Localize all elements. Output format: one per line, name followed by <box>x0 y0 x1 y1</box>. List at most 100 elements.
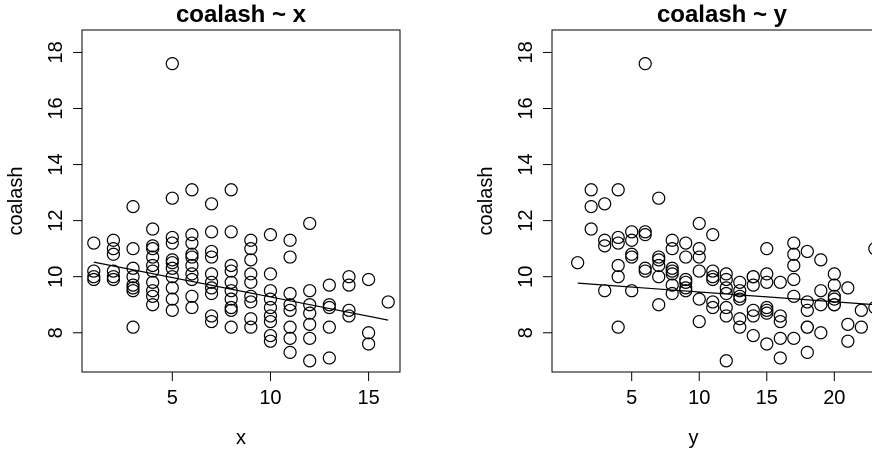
point <box>283 298 297 312</box>
point <box>827 267 841 281</box>
point <box>706 300 720 315</box>
point <box>584 183 598 197</box>
point <box>185 300 199 315</box>
y-tick-label: 12 <box>45 209 67 231</box>
point <box>611 183 625 197</box>
x-tick-label: 15 <box>357 387 379 409</box>
point <box>692 314 706 329</box>
point <box>638 264 652 278</box>
point <box>263 300 278 315</box>
point <box>800 303 814 317</box>
point <box>638 225 652 239</box>
point <box>204 281 219 295</box>
point <box>146 258 160 273</box>
point <box>611 230 625 245</box>
point <box>165 292 179 306</box>
fit-line <box>93 261 389 321</box>
point <box>787 272 801 287</box>
point <box>665 242 679 256</box>
point <box>106 272 121 287</box>
point <box>342 309 356 323</box>
point <box>263 314 278 329</box>
point <box>224 183 238 197</box>
y-axis-label: coalash <box>5 167 27 236</box>
point <box>165 261 179 275</box>
point <box>146 222 160 236</box>
point <box>303 298 317 312</box>
point <box>224 258 238 273</box>
y-tick-label: 18 <box>45 41 67 63</box>
point <box>706 270 720 284</box>
point <box>165 191 179 205</box>
point <box>185 247 199 261</box>
point <box>773 309 787 323</box>
y-tick-label: 12 <box>515 209 537 231</box>
point <box>303 306 317 320</box>
point <box>342 278 356 292</box>
point <box>814 253 828 267</box>
point <box>706 228 720 242</box>
point <box>787 236 801 250</box>
point <box>263 328 278 343</box>
point <box>263 267 278 281</box>
point <box>787 289 801 303</box>
point <box>679 275 693 289</box>
x-axis-label: y <box>689 427 699 449</box>
point <box>106 233 121 247</box>
point <box>126 242 140 256</box>
point <box>87 236 101 250</box>
point <box>165 281 179 295</box>
point <box>361 337 376 351</box>
point <box>322 320 336 334</box>
point <box>760 267 774 281</box>
point <box>263 292 278 306</box>
point <box>204 314 219 329</box>
point <box>719 272 733 287</box>
point <box>146 264 160 278</box>
plot-frame <box>551 29 872 373</box>
x-tick-label: 20 <box>823 387 845 409</box>
point <box>625 250 639 264</box>
point <box>625 233 639 247</box>
point <box>303 216 317 231</box>
point <box>126 200 140 214</box>
point <box>652 258 666 273</box>
point <box>652 298 666 312</box>
point <box>126 278 140 292</box>
point <box>244 233 258 247</box>
point <box>841 334 855 348</box>
point <box>263 334 278 348</box>
point <box>303 331 317 345</box>
point <box>692 216 706 231</box>
y-tick-label: 10 <box>45 266 67 288</box>
plot-frame <box>81 29 401 373</box>
point <box>598 197 612 211</box>
x-tick-label: 10 <box>259 387 281 409</box>
point <box>800 320 814 334</box>
point <box>165 256 179 270</box>
point <box>665 264 679 278</box>
point <box>244 267 258 281</box>
point <box>342 270 356 284</box>
point <box>692 242 706 256</box>
point <box>854 303 868 317</box>
point <box>841 317 855 331</box>
point <box>652 270 666 284</box>
point <box>283 345 297 359</box>
x-axis-label: x <box>236 427 246 449</box>
point <box>611 270 625 284</box>
point <box>746 328 760 343</box>
point <box>760 306 774 320</box>
point <box>760 300 774 315</box>
point <box>706 264 720 278</box>
point <box>283 331 297 345</box>
point <box>679 281 693 295</box>
point <box>224 300 238 315</box>
point <box>165 236 179 250</box>
point <box>638 261 652 275</box>
point <box>692 292 706 306</box>
point <box>638 57 652 71</box>
point <box>584 200 598 214</box>
point <box>733 289 747 303</box>
